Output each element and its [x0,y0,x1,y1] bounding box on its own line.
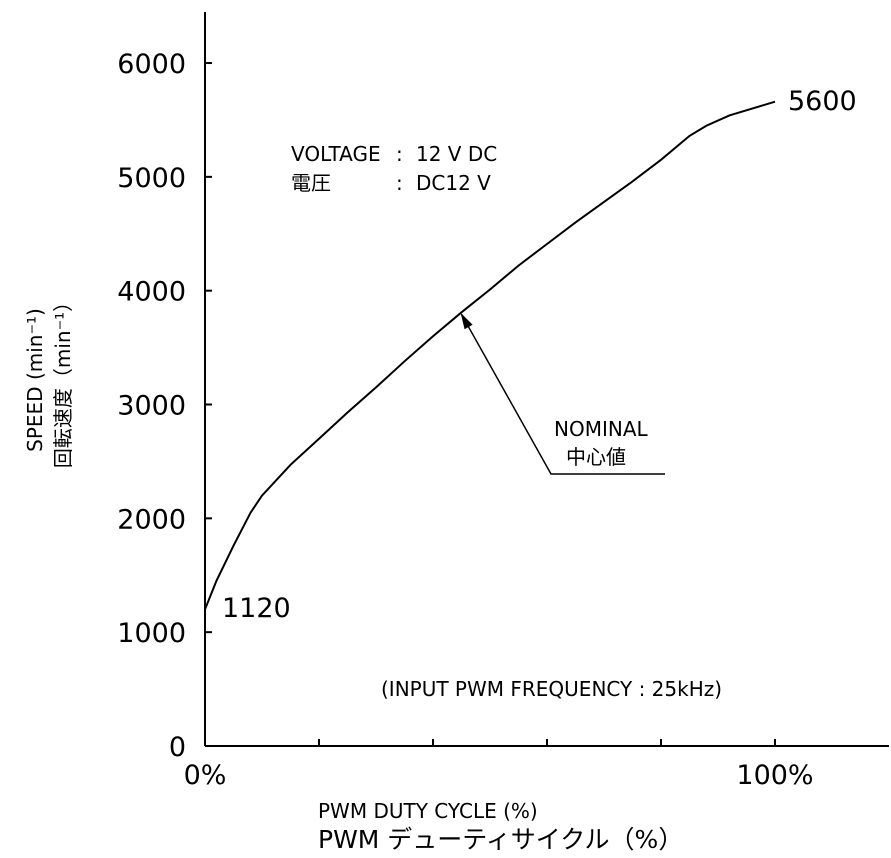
pwm-frequency-label: (INPUT PWM FREQUENCY : 25kHz) [381,677,722,701]
x-axis-title-jp: PWM デューティサイクル（%） [318,825,683,854]
voltage-jp-separator: : [396,171,403,195]
x-axis-title: PWM DUTY CYCLE (%) [318,799,538,823]
y-tick-label: 0 [169,732,186,763]
y-tick-label: 6000 [117,49,186,80]
nominal-arrowhead [460,312,473,330]
y-tick-label: 1000 [117,618,186,649]
x-tick-label: 0% [184,760,227,791]
y-axis-title: SPEED (min⁻¹) [23,308,47,452]
x-tick-labels: 0% 100% [184,760,814,791]
y-tick-label: 4000 [117,277,186,308]
y-tick-label: 3000 [117,391,186,422]
nominal-en-label: NOMINAL [554,417,649,441]
speed-series-line [204,100,776,610]
voltage-en-separator: : [396,142,403,166]
start-value-label: 1120 [222,593,291,624]
x-tick-label: 100% [736,760,813,791]
voltage-jp-value: DC12 V [416,171,491,195]
voltage-en-label: VOLTAGE [291,142,381,166]
y-tick-label: 5000 [117,163,186,194]
voltage-jp-label: 電圧 [291,171,331,195]
y-axis-title-jp: 回転速度（min⁻¹） [51,292,75,468]
end-value-label: 5600 [788,86,857,117]
x-ticks [204,739,776,746]
nominal-jp-label: 中心値 [566,445,626,469]
y-tick-labels: 0 1000 2000 3000 4000 5000 6000 [117,49,186,763]
voltage-en-value: 12 V DC [416,142,497,166]
nominal-leader-line [460,313,665,475]
y-ticks [205,62,212,747]
y-tick-label: 2000 [117,504,186,535]
